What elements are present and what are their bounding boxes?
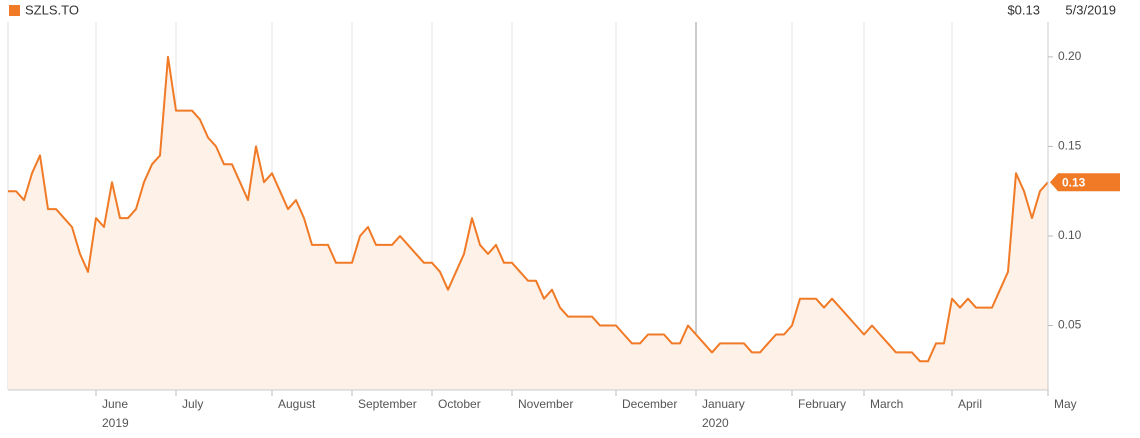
x-tick-label: September [358, 397, 417, 411]
x-tick-label: May [1054, 397, 1077, 411]
y-tick-label: 0.15 [1058, 139, 1082, 153]
x-tick-label: July [182, 397, 203, 411]
last-price-tag [1050, 173, 1120, 192]
x-tick-label: June 2019 [102, 397, 129, 430]
x-tick-label: November [518, 397, 573, 411]
header-price: $0.13 [1007, 2, 1040, 17]
x-tick-label: March [870, 397, 903, 411]
legend-label: SZLS.TO [25, 2, 79, 17]
x-tick-label: October [438, 397, 481, 411]
area-fill [8, 56, 1048, 391]
x-tick-label: February [798, 397, 846, 411]
last-price-label: 0.13 [1062, 175, 1086, 189]
y-tick-label: 0.20 [1058, 49, 1082, 63]
price-line [8, 55, 1049, 363]
legend-swatch [9, 5, 20, 16]
x-tick-label: December [622, 397, 677, 411]
y-tick-label: 0.05 [1058, 318, 1082, 332]
x-tick-label: January 2020 [702, 397, 745, 430]
x-tick-label: August [278, 397, 316, 411]
y-tick-label: 0.10 [1058, 228, 1082, 242]
x-tick-label: April [958, 397, 982, 411]
header-date: 5/3/2019 [1065, 2, 1116, 17]
